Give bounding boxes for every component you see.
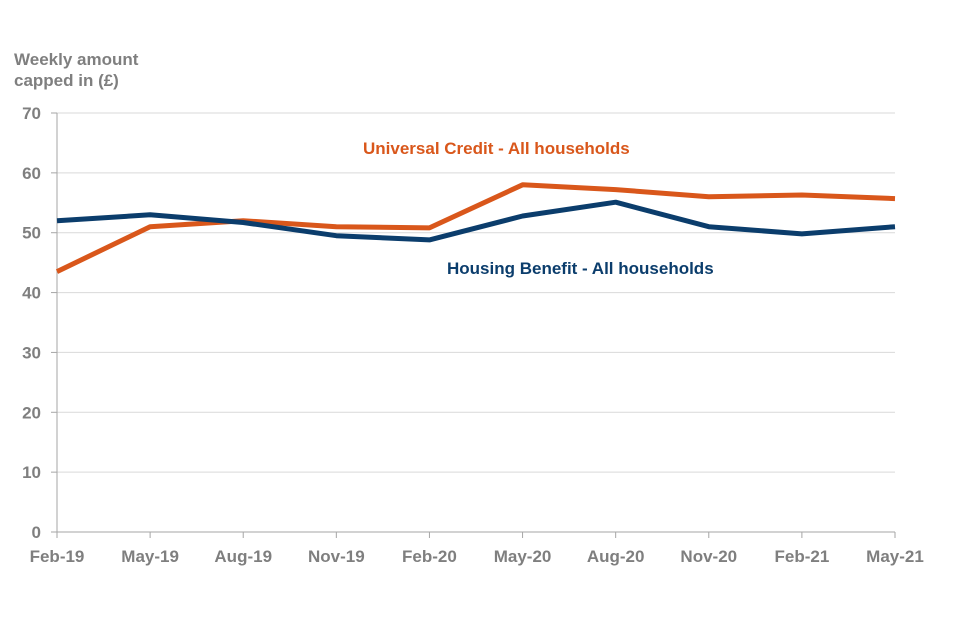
x-tick-label: Feb-21 bbox=[774, 547, 829, 566]
series-line-housing-benefit bbox=[56, 199, 896, 243]
series-label-universal-credit: Universal Credit - All households bbox=[363, 139, 630, 158]
x-tick-label: May-19 bbox=[121, 547, 179, 566]
x-tick-label: Feb-19 bbox=[30, 547, 85, 566]
y-axis-label: Weekly amount capped in (£) bbox=[14, 50, 139, 90]
x-tick-label: May-21 bbox=[866, 547, 924, 566]
x-tick-label: May-20 bbox=[494, 547, 552, 566]
series-lines bbox=[55, 182, 896, 274]
series-label-housing-benefit: Housing Benefit - All households bbox=[447, 259, 714, 278]
x-tick-label: Aug-19 bbox=[214, 547, 272, 566]
y-tick-label: 70 bbox=[22, 104, 41, 123]
y-tick-label: 10 bbox=[22, 463, 41, 482]
y-tick-label: 60 bbox=[22, 164, 41, 183]
y-tick-label: 30 bbox=[22, 343, 41, 362]
y-tick-label: 20 bbox=[22, 403, 41, 422]
y-tick-label: 0 bbox=[32, 523, 41, 542]
series-labels: Universal Credit - All households Housing… bbox=[363, 139, 714, 278]
y-tick-label: 50 bbox=[22, 224, 41, 243]
x-tick-label: Nov-20 bbox=[680, 547, 737, 566]
x-tick-label: Aug-20 bbox=[587, 547, 645, 566]
y-tick-label: 40 bbox=[22, 284, 41, 303]
axes: 0 10 20 30 40 50 60 70 Feb-19 May-19 Aug-19 Nov-19 F… bbox=[22, 104, 924, 566]
gridlines bbox=[57, 112, 895, 473]
series-line-universal-credit bbox=[55, 182, 896, 274]
x-tick-label: Feb-20 bbox=[402, 547, 457, 566]
x-tick-label: Nov-19 bbox=[308, 547, 365, 566]
